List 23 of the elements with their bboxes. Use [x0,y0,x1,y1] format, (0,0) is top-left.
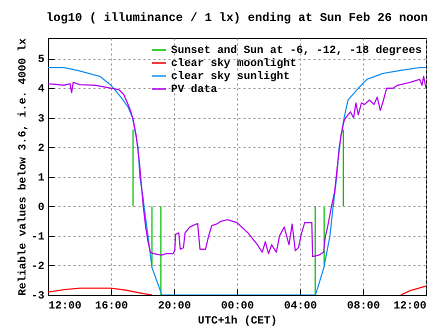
y-tick-label: -2 [31,260,44,273]
x-tick-label: 08:00 [346,300,380,312]
chart-title: log10 ( illuminance / 1 lx) ending at Sun Feb 26 noon [46,10,428,25]
x-axis-title: UTC+1h (CET) [198,316,278,328]
x-tick-label: 12:00 [393,300,426,312]
y-tick-label: 3 [38,113,45,126]
y-axis-title: Reliable values below 3.6, i.e. 4000 lx [17,38,30,296]
x-tick-label: 12:00 [48,300,82,312]
x-tick-label: 20:00 [158,300,192,312]
x-tick-label: 16:00 [94,300,128,312]
legend-label: Sunset and Sun at -6, -12, -18 degrees [171,45,422,57]
y-tick-label: 4 [38,84,45,96]
x-tick-label: 04:00 [284,300,318,312]
y-tick-label: -3 [31,290,45,302]
y-tick-label: 5 [38,54,45,66]
y-tick-label: 0 [38,202,44,214]
y-tick-label: -1 [31,231,45,244]
legend-label: clear sky moonlight [171,58,296,70]
legend-label: clear sky sunlight [171,71,290,83]
legend-label: PV data [171,84,218,96]
y-tick-label: 2 [38,142,44,155]
x-tick-label: 00:00 [220,300,254,312]
y-tick-label: 1 [38,172,45,184]
